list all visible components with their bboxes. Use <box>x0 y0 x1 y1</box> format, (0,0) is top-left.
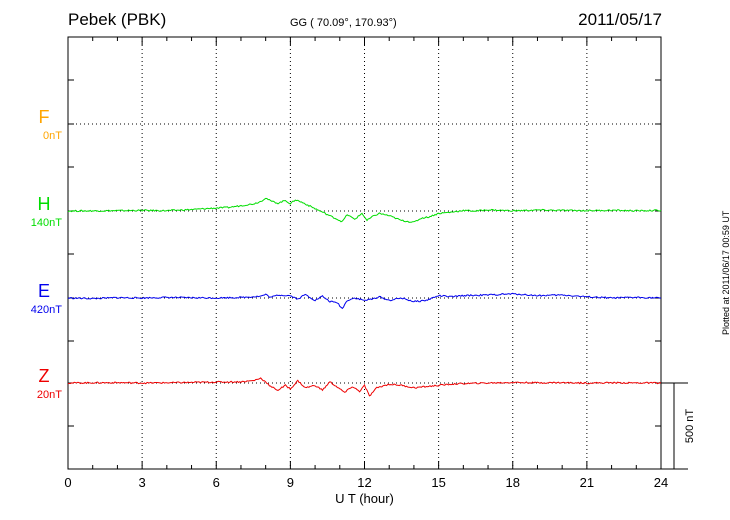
station-coordinates: GG ( 70.09°, 170.93°) <box>290 17 397 29</box>
baseline-label-z: 20nT <box>37 389 62 401</box>
x-tick-label: 12 <box>357 475 371 490</box>
series-line-e <box>67 292 662 310</box>
baseline-label-e: 420nT <box>31 304 62 316</box>
scale-bar-label: 500 nT <box>684 409 696 444</box>
baseline-label-h: 140nT <box>31 217 62 229</box>
x-axis-label: U T (hour) <box>335 491 394 506</box>
x-tick-label: 15 <box>431 475 445 490</box>
x-tick-label: 6 <box>213 475 220 490</box>
baseline-label-f: 0nT <box>43 130 62 142</box>
x-tick-label: 24 <box>654 475 668 490</box>
x-tick-label: 9 <box>287 475 294 490</box>
x-tick-label: 0 <box>64 475 71 490</box>
station-name: Pebek (PBK) <box>68 10 167 29</box>
x-tick-label: 18 <box>506 475 520 490</box>
component-label-h: H <box>38 194 51 214</box>
series-line-h <box>67 197 662 223</box>
series-line-z <box>67 377 662 397</box>
component-label-z: Z <box>39 366 50 386</box>
date-label: 2011/05/17 <box>578 10 662 29</box>
x-tick-label: 21 <box>580 475 594 490</box>
component-label-f: F <box>39 107 50 127</box>
x-tick-label: 3 <box>139 475 146 490</box>
component-label-e: E <box>38 281 50 301</box>
